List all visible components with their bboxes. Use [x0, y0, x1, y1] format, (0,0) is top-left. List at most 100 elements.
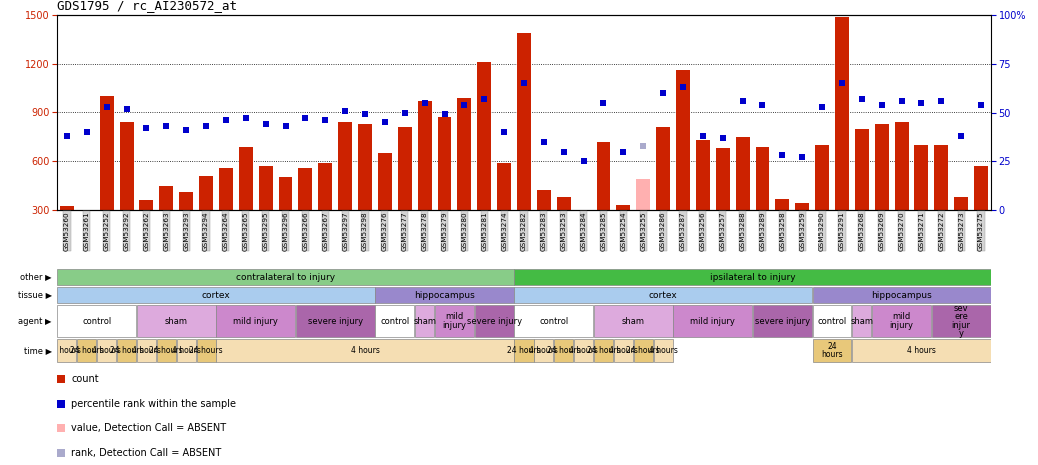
Bar — [577, 210, 591, 226]
Text: 4 hours: 4 hours — [649, 346, 678, 355]
Bar — [554, 339, 573, 362]
Text: hippocampus: hippocampus — [871, 291, 932, 299]
Text: sham: sham — [850, 317, 873, 326]
Text: GSM53282: GSM53282 — [521, 211, 527, 251]
Bar — [296, 306, 375, 337]
Bar — [855, 129, 869, 210]
Bar — [258, 166, 273, 210]
Bar — [139, 200, 154, 210]
Text: GSM53280: GSM53280 — [461, 211, 467, 251]
Text: GSM53279: GSM53279 — [441, 211, 447, 251]
Text: GSM53275: GSM53275 — [978, 211, 984, 251]
Bar — [515, 306, 593, 337]
Text: 24 hours: 24 hours — [626, 346, 660, 355]
Bar — [914, 145, 928, 210]
Text: control: control — [380, 317, 409, 326]
Text: GSM53271: GSM53271 — [919, 211, 925, 251]
Text: GSM53260: GSM53260 — [64, 211, 70, 251]
Bar — [954, 197, 968, 210]
Bar — [613, 339, 633, 362]
Text: percentile rank within the sample: percentile rank within the sample — [71, 399, 236, 409]
Bar — [199, 176, 213, 210]
Text: 4 hours: 4 hours — [569, 346, 598, 355]
Text: GSM53293: GSM53293 — [183, 211, 189, 251]
Text: GSM53290: GSM53290 — [819, 211, 825, 251]
Bar — [617, 205, 630, 210]
Text: 4 hours: 4 hours — [132, 346, 161, 355]
Bar — [137, 306, 216, 337]
Text: count: count — [71, 374, 99, 384]
Text: GSM53287: GSM53287 — [680, 211, 686, 251]
Text: GSM53277: GSM53277 — [402, 211, 408, 251]
Text: GSM53283: GSM53283 — [541, 211, 547, 251]
Bar — [535, 339, 553, 362]
Text: GSM53269: GSM53269 — [879, 211, 884, 251]
Bar — [77, 339, 97, 362]
Bar — [137, 339, 156, 362]
Text: mild
injury: mild injury — [442, 312, 466, 330]
Text: sham: sham — [622, 317, 645, 326]
Bar — [57, 339, 77, 362]
Bar — [180, 192, 193, 210]
Text: 4 hours: 4 hours — [907, 346, 936, 355]
Text: GDS1795 / rc_AI230572_at: GDS1795 / rc_AI230572_at — [57, 0, 237, 13]
Bar — [736, 137, 749, 210]
Bar — [435, 306, 474, 337]
Text: GSM53262: GSM53262 — [143, 211, 149, 251]
Text: GSM53281: GSM53281 — [482, 211, 487, 251]
Text: 4 hours: 4 hours — [529, 346, 558, 355]
Text: severe injury: severe injury — [467, 317, 522, 326]
Bar — [474, 306, 514, 337]
Text: severe injury: severe injury — [755, 317, 810, 326]
Bar — [633, 339, 653, 362]
Bar — [654, 339, 673, 362]
Bar — [556, 197, 571, 210]
Text: GSM53286: GSM53286 — [660, 211, 666, 251]
Text: hippocampus: hippocampus — [414, 291, 475, 299]
Bar — [497, 163, 511, 210]
Text: control: control — [82, 317, 111, 326]
Text: GSM53265: GSM53265 — [243, 211, 249, 251]
Text: GSM53254: GSM53254 — [621, 211, 626, 251]
Bar — [515, 287, 812, 303]
Bar — [656, 127, 671, 210]
Bar — [160, 186, 173, 210]
Bar — [932, 306, 990, 337]
Text: GSM53252: GSM53252 — [104, 211, 110, 251]
Text: 24 hours: 24 hours — [547, 346, 580, 355]
Text: GSM53284: GSM53284 — [580, 211, 586, 251]
Text: GSM53266: GSM53266 — [302, 211, 308, 251]
Text: GSM53297: GSM53297 — [343, 211, 348, 251]
Text: 4 hours: 4 hours — [609, 346, 637, 355]
Text: GSM53258: GSM53258 — [780, 211, 786, 251]
Text: 4 hours: 4 hours — [92, 346, 121, 355]
Text: GSM53268: GSM53268 — [858, 211, 865, 251]
Text: tissue ▶: tissue ▶ — [18, 291, 52, 299]
Bar — [57, 269, 514, 286]
Bar — [216, 306, 295, 337]
Text: GSM53285: GSM53285 — [601, 211, 606, 251]
Text: GSM53291: GSM53291 — [839, 211, 845, 251]
Bar — [813, 287, 990, 303]
Bar — [795, 204, 810, 210]
Text: GSM53255: GSM53255 — [640, 211, 647, 251]
Bar — [196, 339, 216, 362]
Bar — [117, 339, 136, 362]
Bar — [299, 168, 312, 210]
Bar — [597, 142, 610, 210]
Bar — [319, 163, 332, 210]
Text: mild injury: mild injury — [234, 317, 278, 326]
Text: agent ▶: agent ▶ — [19, 317, 52, 326]
Bar — [239, 146, 252, 210]
Text: GSM53267: GSM53267 — [322, 211, 328, 251]
Text: GSM53289: GSM53289 — [760, 211, 765, 251]
Bar — [219, 168, 233, 210]
Bar — [477, 62, 491, 210]
Bar — [358, 124, 372, 210]
Bar — [376, 306, 414, 337]
Text: 4 hours: 4 hours — [171, 346, 200, 355]
Bar — [458, 98, 471, 210]
Text: GSM53270: GSM53270 — [899, 211, 904, 251]
Bar — [594, 306, 673, 337]
Bar — [157, 339, 175, 362]
